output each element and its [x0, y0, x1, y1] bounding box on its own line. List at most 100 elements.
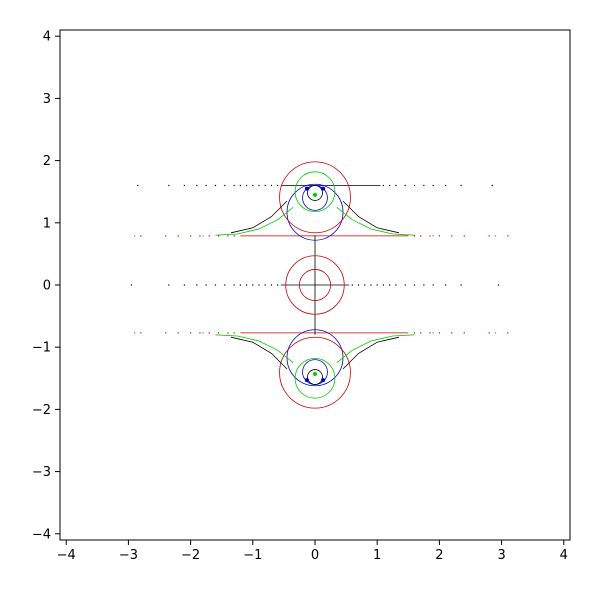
data-point-r2-11 [429, 235, 431, 237]
orbit-circle-7 [279, 336, 351, 409]
data-point-r1-20 [382, 284, 385, 286]
data-point-r0-21 [432, 184, 434, 187]
y-tick-label: −2 [32, 403, 51, 418]
data-point-r2-9 [413, 235, 416, 237]
data-point-r0-18 [404, 184, 406, 187]
x-tick-label: 4 [560, 548, 568, 563]
data-point-r4-7 [227, 332, 229, 334]
data-point-r3-3 [494, 235, 496, 237]
data-point-r0-5 [214, 184, 217, 187]
data-point-r0-11 [258, 184, 260, 187]
data-point-r4-10 [420, 332, 422, 334]
data-point-r0-4 [205, 184, 207, 187]
arc-curve-0 [336, 206, 415, 236]
data-point-r4-4 [199, 332, 201, 334]
data-point-r0-24 [491, 184, 493, 187]
data-point-r2-14 [463, 235, 465, 237]
data-point-r5-2 [432, 332, 434, 334]
marker-point-2 [304, 378, 309, 383]
x-tick-label: −2 [181, 548, 200, 563]
marker-point-1 [321, 186, 326, 191]
y-tick-label: 0 [43, 279, 51, 294]
data-point-r1-17 [364, 284, 366, 286]
data-point-r0-17 [395, 184, 397, 187]
arc-curve-5 [230, 200, 288, 234]
data-point-r0-14 [277, 184, 279, 187]
data-point-r2-8 [233, 235, 235, 237]
data-point-r4-15 [488, 332, 490, 334]
data-point-r2-6 [217, 235, 220, 237]
data-point-r1-3 [196, 284, 198, 286]
data-point-r1-7 [233, 284, 235, 286]
data-point-r0-2 [183, 184, 185, 187]
x-tick-label: 2 [435, 548, 443, 563]
data-point-r1-15 [351, 284, 353, 286]
data-point-r0-6 [224, 184, 226, 187]
data-point-r0-12 [264, 184, 266, 187]
data-point-r5-0 [134, 332, 136, 334]
data-point-r0-22 [445, 184, 447, 187]
data-point-r4-5 [208, 332, 210, 334]
data-point-r0-1 [168, 184, 170, 187]
data-point-r5-1 [202, 332, 204, 334]
y-tick-label: 1 [43, 216, 51, 231]
data-point-r1-18 [370, 284, 372, 286]
data-point-r1-24 [413, 284, 416, 286]
data-point-r1-11 [258, 284, 260, 286]
data-point-r3-1 [202, 235, 204, 237]
data-point-r1-4 [205, 284, 207, 286]
data-point-r0-19 [413, 184, 416, 187]
y-tick-label: 4 [43, 30, 51, 45]
data-point-r1-12 [264, 284, 266, 286]
orbit-circle-9 [294, 357, 336, 399]
data-point-r2-15 [488, 235, 490, 237]
arc-curve-4 [342, 200, 400, 234]
data-point-r0-10 [252, 184, 254, 187]
marker-point-5 [313, 371, 317, 376]
data-point-r4-16 [507, 332, 509, 334]
data-point-r2-13 [451, 235, 453, 237]
y-tick-label: −3 [32, 465, 51, 480]
plot-marks [130, 161, 509, 409]
data-point-r2-4 [199, 235, 201, 237]
data-point-r2-1 [165, 235, 167, 237]
arc-curve-6 [342, 336, 400, 370]
x-axis-ticks: −4 −3 −2 −1 0 1 2 3 4 [57, 540, 568, 563]
data-point-r1-25 [423, 284, 425, 286]
data-point-r3-2 [432, 235, 434, 237]
data-point-r2-7 [227, 235, 229, 237]
x-tick-label: −3 [119, 548, 138, 563]
marker-point-4 [313, 192, 317, 197]
data-point-r4-12 [438, 332, 440, 334]
data-point-r0-16 [389, 184, 391, 187]
data-point-r1-10 [252, 284, 254, 286]
data-point-r1-26 [432, 284, 434, 286]
data-point-r1-0 [130, 284, 133, 286]
arc-curve-7 [230, 336, 288, 370]
data-point-r1-27 [445, 284, 447, 286]
data-point-r4-2 [177, 332, 179, 334]
orbit-circle-11 [307, 369, 323, 385]
data-point-r4-0 [140, 332, 142, 334]
data-point-r2-0 [140, 235, 142, 237]
data-point-r1-21 [389, 284, 391, 286]
data-point-r1-14 [277, 284, 279, 286]
marker-point-3 [321, 378, 326, 383]
data-point-r0-9 [245, 184, 248, 187]
data-point-r0-23 [460, 184, 462, 187]
data-point-r5-3 [494, 332, 496, 334]
data-point-r1-6 [224, 284, 226, 286]
data-point-r0-20 [423, 184, 425, 187]
data-point-r1-1 [168, 284, 170, 286]
data-point-r1-28 [460, 284, 462, 286]
data-point-r1-5 [214, 284, 217, 286]
x-tick-label: 1 [373, 548, 381, 563]
data-point-r1-22 [395, 284, 397, 286]
orbit-circle-8 [294, 171, 336, 213]
data-point-r0-7 [233, 184, 235, 187]
data-point-r2-12 [438, 235, 440, 237]
y-tick-label: 3 [43, 92, 51, 107]
data-point-r2-10 [420, 235, 422, 237]
orbit-circle-6 [279, 161, 351, 234]
